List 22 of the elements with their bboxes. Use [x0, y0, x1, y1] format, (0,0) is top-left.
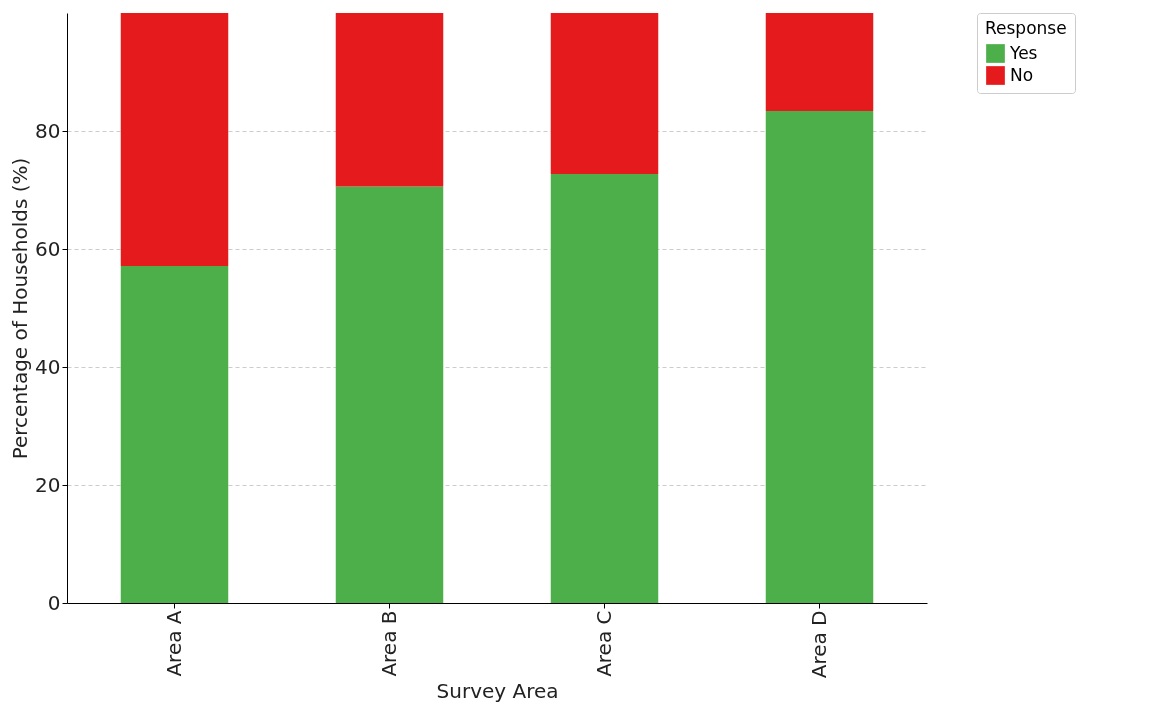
y-tick-label: 40 [35, 354, 61, 379]
bar [335, 186, 444, 603]
bar [120, 13, 229, 267]
x-axis-title: Survey Area [436, 679, 559, 704]
x-tick-label: Area D [806, 610, 831, 679]
y-tick-label: 80 [35, 118, 61, 143]
y-tick-label: 0 [47, 590, 61, 615]
y-axis-title: Percentage of Households (%) [8, 157, 33, 460]
x-tick-label: Area C [591, 610, 616, 677]
bar [550, 174, 659, 603]
x-tick-label: Area B [376, 610, 401, 677]
legend-label: No [1010, 64, 1034, 85]
bar [765, 13, 874, 111]
legend-label: Yes [1009, 42, 1038, 63]
legend-title: Response [985, 18, 1067, 38]
bar [120, 266, 229, 603]
y-tick-label: 60 [35, 236, 61, 261]
x-tick-label: Area A [161, 610, 186, 677]
bar [335, 13, 444, 187]
bar [550, 13, 659, 175]
y-tick-label: 20 [35, 472, 61, 497]
bar [765, 110, 874, 603]
